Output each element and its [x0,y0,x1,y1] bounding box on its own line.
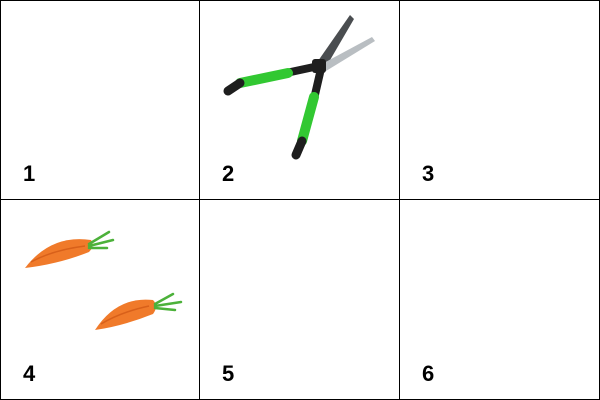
grid-cell-4[interactable]: 4 [1,200,200,399]
cell-number: 4 [23,361,36,386]
grid-cell-3[interactable]: 3 [400,1,599,200]
grid-cell-5[interactable]: 5 [200,200,400,399]
hedge-shears-icon [223,15,375,160]
cell-number: 2 [222,161,235,186]
cell-number: 6 [422,361,435,386]
grid-cell-2[interactable]: 2 [200,1,400,200]
grid-cell-6[interactable]: 6 [400,200,599,399]
cell-number: 3 [422,161,435,186]
cell-number: 5 [222,361,235,386]
carrots-icon [25,230,183,330]
grid-cell-1[interactable]: 1 [1,1,200,200]
cell-number: 1 [23,161,36,186]
